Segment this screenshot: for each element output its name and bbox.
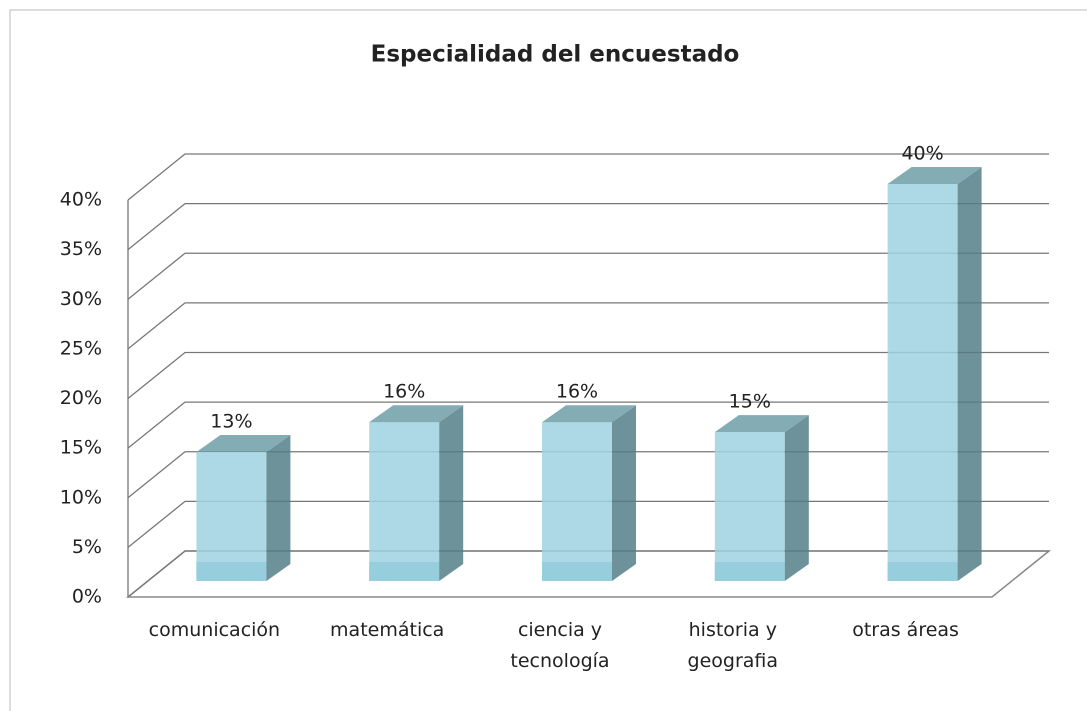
y-tick-label: 30% xyxy=(60,288,102,310)
y-tick-label: 15% xyxy=(60,437,102,459)
bar-face xyxy=(887,184,958,581)
grid-line xyxy=(127,202,1049,251)
bar-face xyxy=(887,167,982,184)
bar xyxy=(542,405,636,581)
chart-title: Especialidad del encuestado xyxy=(371,42,740,68)
grid-line xyxy=(127,351,1049,400)
y-tick-label: 25% xyxy=(60,337,102,359)
bar-face xyxy=(957,167,982,581)
grid-line xyxy=(127,302,1049,350)
bar-face xyxy=(714,562,785,581)
bar-face xyxy=(369,405,464,423)
bar-face xyxy=(266,434,291,581)
bar-face xyxy=(612,405,636,581)
bar-face xyxy=(369,562,440,581)
bar-face xyxy=(196,562,267,581)
y-tick-label: 5% xyxy=(72,536,102,558)
bar-face xyxy=(196,434,291,452)
x-tick-label: otras áreas xyxy=(852,619,959,641)
bar-face xyxy=(196,451,267,581)
bar xyxy=(887,167,982,581)
x-tick-label: comunicación xyxy=(148,619,281,641)
y-tick-label: 10% xyxy=(60,486,102,508)
data-label: 16% xyxy=(383,381,425,403)
y-tick-label: 20% xyxy=(60,387,102,409)
bar-face xyxy=(714,415,809,433)
bar-face xyxy=(887,562,958,581)
y-tick-label: 40% xyxy=(60,189,102,211)
chart-border xyxy=(9,9,1087,711)
y-tick-label: 0% xyxy=(72,586,102,608)
grid-line xyxy=(127,252,1049,300)
y-tick-label: 35% xyxy=(60,238,102,260)
bar xyxy=(714,415,809,581)
bar-face xyxy=(369,422,440,581)
data-label: 15% xyxy=(729,391,771,413)
bar-face xyxy=(714,432,785,581)
bar xyxy=(369,405,464,581)
bar xyxy=(196,434,291,581)
bar-face xyxy=(542,422,612,581)
bar-face xyxy=(542,562,612,581)
x-tick-label: historia y geografia xyxy=(687,619,779,672)
bar-face xyxy=(439,405,464,581)
data-label: 16% xyxy=(556,381,598,403)
grid-line xyxy=(127,153,1049,201)
x-tick-label: matemática xyxy=(330,619,445,641)
bar-face xyxy=(542,405,636,423)
data-label: 40% xyxy=(901,143,943,165)
data-label: 13% xyxy=(210,410,252,432)
bar-face xyxy=(784,415,809,581)
x-tick-label: ciencia y tecnología xyxy=(510,619,610,672)
grid-line xyxy=(127,401,1049,449)
